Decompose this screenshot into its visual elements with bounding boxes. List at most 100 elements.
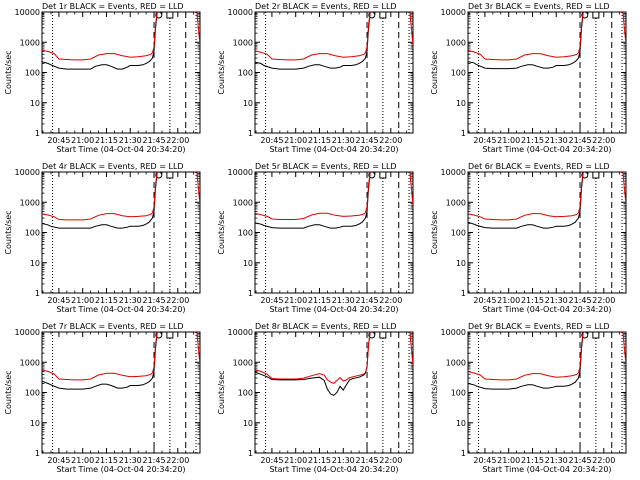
y-tick-label: 10000 [228, 8, 253, 17]
saturation-marker [166, 11, 174, 19]
x-tick-label: 20:45 [47, 456, 70, 465]
series-line-lld-tail [409, 332, 413, 366]
plot-frame [254, 171, 414, 294]
x-tick-label: 21:30 [332, 456, 355, 465]
x-tick-label: 22:00 [166, 136, 189, 145]
x-tick-label: 21:45 [568, 456, 591, 465]
chart-title: Det 2r BLACK = Events, RED = LLD [255, 2, 397, 11]
y-tick-label: 10000 [441, 8, 466, 17]
series-line-events [255, 332, 371, 396]
chart-title: Det 1r BLACK = Events, RED = LLD [42, 2, 184, 11]
y-tick-label: 1000 [20, 38, 40, 47]
saturation-marker [379, 11, 387, 19]
x-axis-label: Start Time (04-Oct-04 20:34:20) [56, 145, 185, 154]
plot-frame [467, 171, 627, 294]
x-tick-label: 20:45 [260, 136, 283, 145]
x-tick-label: 21:45 [142, 296, 165, 305]
y-tick-label: 1000 [20, 198, 40, 207]
x-axis-label: Start Time (04-Oct-04 20:34:20) [269, 145, 398, 154]
y-tick-label: 10 [30, 419, 40, 428]
series-line-lld [468, 12, 584, 61]
series-line-lld [42, 12, 158, 61]
x-tick-label: 21:15 [95, 136, 118, 145]
chart-panel-4: Det 4r BLACK = Events, RED = LLD 1 10 100 10… [4, 162, 201, 314]
y-axis-label: Counts/sec [217, 50, 226, 94]
x-tick-label: 21:15 [521, 136, 544, 145]
y-tick-label: 10000 [228, 168, 253, 177]
x-tick-label: 21:00 [497, 136, 520, 145]
y-tick-label: 10000 [441, 328, 466, 337]
series-line-lld [42, 172, 158, 221]
plot-frame [254, 11, 414, 134]
x-tick-label: 21:30 [545, 136, 568, 145]
x-tick-label: 20:45 [473, 456, 496, 465]
x-tick-label: 22:00 [166, 296, 189, 305]
x-tick-label: 22:00 [166, 456, 189, 465]
y-tick-label: 10 [30, 259, 40, 268]
plot-frame [41, 331, 201, 454]
y-tick-label: 1 [461, 289, 466, 298]
x-tick-label: 22:00 [592, 296, 615, 305]
y-axis-label: Counts/sec [4, 50, 13, 94]
series-line-events [468, 172, 584, 229]
series-line-lld-tail [196, 12, 200, 46]
series-line-lld [468, 332, 584, 381]
x-tick-label: 22:00 [592, 136, 615, 145]
x-tick-label: 21:30 [332, 296, 355, 305]
y-axis-label: Counts/sec [4, 370, 13, 414]
y-tick-label: 10000 [15, 168, 40, 177]
y-tick-label: 1 [461, 449, 466, 458]
x-tick-label: 20:45 [260, 296, 283, 305]
chart-panel-5: Det 5r BLACK = Events, RED = LLD 1 10 100 10… [217, 162, 414, 314]
y-tick-label: 100 [25, 229, 40, 238]
series-line-events [255, 12, 371, 70]
x-tick-label: 20:45 [473, 136, 496, 145]
x-axis-label: Start Time (04-Oct-04 20:34:20) [482, 305, 611, 314]
series-line-events [42, 332, 158, 390]
y-tick-label: 100 [238, 69, 253, 78]
x-tick-label: 21:00 [71, 136, 94, 145]
x-tick-label: 21:00 [71, 296, 94, 305]
series-line-events [42, 12, 158, 70]
y-tick-label: 1000 [446, 38, 466, 47]
saturation-marker [379, 331, 387, 339]
x-tick-label: 21:45 [355, 456, 378, 465]
series-line-lld [255, 172, 371, 220]
y-tick-label: 100 [25, 69, 40, 78]
x-tick-label: 20:45 [47, 296, 70, 305]
y-tick-label: 100 [451, 229, 466, 238]
y-axis-label: Counts/sec [430, 370, 439, 414]
x-axis-label: Start Time (04-Oct-04 20:34:20) [269, 305, 398, 314]
x-tick-label: 22:00 [592, 456, 615, 465]
chart-panel-8: Det 8r BLACK = Events, RED = LLD 1 10 100 10… [217, 322, 414, 474]
y-tick-label: 10000 [15, 328, 40, 337]
chart-title: Det 6r BLACK = Events, RED = LLD [468, 162, 610, 171]
chart-panel-3: Det 3r BLACK = Events, RED = LLD 1 10 100 10… [430, 2, 627, 154]
saturation-marker [592, 11, 600, 19]
y-tick-label: 1 [248, 449, 253, 458]
series-line-lld-tail [409, 172, 413, 206]
y-tick-label: 100 [238, 389, 253, 398]
x-tick-label: 21:15 [521, 456, 544, 465]
saturation-marker [592, 171, 600, 179]
x-tick-label: 21:00 [284, 136, 307, 145]
x-tick-label: 21:45 [355, 136, 378, 145]
y-axis-label: Counts/sec [4, 210, 13, 254]
x-axis-label: Start Time (04-Oct-04 20:34:20) [269, 465, 398, 474]
y-tick-label: 10000 [15, 8, 40, 17]
y-tick-label: 10 [456, 259, 466, 268]
x-tick-label: 21:15 [95, 456, 118, 465]
y-tick-label: 1 [461, 129, 466, 138]
x-tick-label: 21:15 [308, 296, 331, 305]
y-tick-label: 1 [35, 129, 40, 138]
plot-frame [41, 11, 201, 134]
y-tick-label: 100 [451, 69, 466, 78]
x-tick-label: 21:45 [142, 136, 165, 145]
y-tick-label: 10 [30, 99, 40, 108]
chart-panel-9: Det 9r BLACK = Events, RED = LLD 1 10 100 10… [430, 322, 627, 474]
chart-title: Det 5r BLACK = Events, RED = LLD [255, 162, 397, 171]
y-tick-label: 1000 [233, 358, 253, 367]
x-tick-label: 21:30 [332, 136, 355, 145]
chart-panel-6: Det 6r BLACK = Events, RED = LLD 1 10 100 10… [430, 162, 627, 314]
series-line-lld-tail [196, 332, 200, 366]
